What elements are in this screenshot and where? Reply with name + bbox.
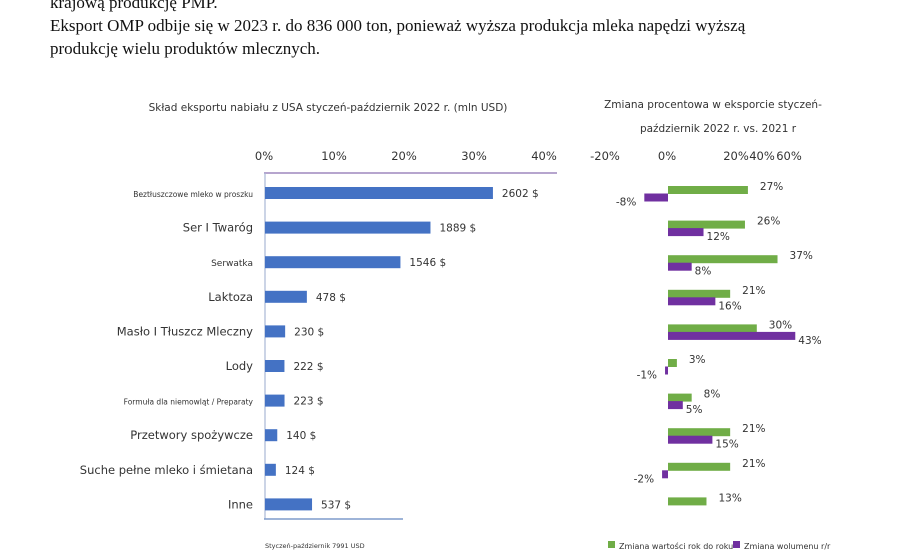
- bar: [265, 498, 313, 511]
- x-tick-label: 0%: [255, 149, 273, 163]
- data-label: 230 $: [294, 326, 324, 338]
- value-bar: [668, 497, 707, 506]
- x-tick-label: 60%: [776, 149, 802, 163]
- data-label: 15%: [715, 439, 738, 451]
- data-label: 37%: [790, 250, 813, 262]
- volume-bar: [668, 262, 692, 271]
- x-tick-label: 20%: [391, 149, 417, 163]
- data-label: 8%: [704, 389, 721, 401]
- bar: [265, 429, 278, 442]
- category-label: Przetwory spożywcze: [130, 428, 253, 442]
- bar: [265, 394, 285, 407]
- bar: [265, 290, 307, 303]
- value-bar: [668, 393, 692, 402]
- data-label: -1%: [637, 370, 657, 382]
- value-bar: [668, 220, 745, 229]
- data-label: 223 $: [294, 396, 324, 408]
- data-label: -2%: [634, 473, 654, 485]
- document-text: krajową produkcję PMP. Eksport OMP odbij…: [50, 0, 745, 60]
- legend-swatch: [733, 541, 740, 548]
- volume-bar: [668, 228, 704, 237]
- data-label: 12%: [707, 231, 730, 243]
- legend-label: Zmiana wartości rok do roku: [619, 541, 733, 550]
- chart-title: Skład eksportu nabiału z USA styczeń-paź…: [149, 102, 508, 114]
- value-bar: [668, 462, 731, 471]
- category-label: Laktoza: [208, 290, 253, 304]
- data-label: 5%: [686, 404, 703, 416]
- chart-title: październik 2022 r. vs. 2021 r: [640, 123, 797, 135]
- legend-swatch: [608, 541, 615, 548]
- data-label: 8%: [695, 266, 712, 278]
- x-tick-label: -20%: [590, 149, 620, 163]
- bar: [265, 221, 431, 234]
- bar: [265, 325, 286, 338]
- volume-bar: [644, 193, 668, 202]
- category-label: Formuła dla niemowląt / Preparaty: [124, 398, 254, 407]
- data-label: 1889 $: [439, 223, 476, 235]
- volume-bar: [668, 401, 683, 410]
- data-label: 27%: [760, 181, 783, 193]
- text-line: produkcję wielu produktów mlecznych.: [50, 39, 321, 58]
- value-bar: [668, 428, 731, 437]
- category-label: Suche pełne mleko i śmietana: [80, 463, 253, 477]
- category-label: Masło I Tłuszcz Mleczny: [117, 324, 253, 338]
- bar: [265, 463, 276, 476]
- category-label: Serwatka: [211, 259, 253, 269]
- value-bar: [668, 289, 731, 298]
- data-label: 3%: [689, 354, 706, 366]
- data-label: 140 $: [286, 430, 316, 442]
- value-bar: [668, 359, 677, 367]
- volume-bar: [662, 470, 668, 479]
- x-tick-label: 30%: [461, 149, 487, 163]
- data-label: 478 $: [316, 292, 346, 304]
- x-tick-label: 40%: [531, 149, 557, 163]
- bar: [265, 256, 401, 269]
- text-line: krajową produkcję PMP.: [50, 0, 218, 12]
- data-label: 124 $: [285, 465, 315, 477]
- volume-bar: [668, 435, 713, 444]
- category-label: Lody: [226, 359, 254, 373]
- data-label: 13%: [718, 492, 741, 504]
- data-label: -8%: [616, 197, 636, 209]
- footnote: Styczeń-październik 7991 USD: [265, 542, 365, 550]
- volume-bar: [668, 331, 796, 340]
- legend-label: Zmiana wolumenu r/r: [744, 542, 831, 550]
- data-label: 2602 $: [502, 188, 539, 200]
- bar: [265, 360, 285, 372]
- x-tick-label: 20%: [723, 149, 749, 163]
- value-bar: [668, 255, 778, 264]
- x-tick-label: 0%: [658, 149, 676, 163]
- text-line: Eksport OMP odbije się w 2023 r. do 836 …: [50, 16, 746, 35]
- volume-bar: [665, 366, 668, 375]
- volume-bar: [668, 297, 716, 306]
- value-bar: [668, 324, 757, 333]
- data-label: 21%: [742, 458, 765, 470]
- data-label: 30%: [769, 319, 792, 331]
- data-label: 21%: [742, 423, 765, 435]
- category-label: Beztłuszczowe mleko w proszku: [133, 190, 253, 199]
- x-tick-label: 40%: [749, 149, 775, 163]
- data-label: 26%: [757, 216, 780, 228]
- data-label: 1546 $: [409, 257, 446, 269]
- data-label: 21%: [742, 285, 765, 297]
- data-label: 43%: [798, 335, 821, 347]
- bar: [265, 187, 493, 199]
- data-label: 16%: [718, 300, 741, 312]
- x-tick-label: 10%: [321, 149, 347, 163]
- chart-title: Zmiana procentowa w eksporcie styczeń-: [604, 99, 822, 111]
- data-label: 222 $: [293, 361, 323, 373]
- value-bar: [668, 186, 748, 194]
- data-label: 537 $: [321, 499, 351, 511]
- category-label: Ser I Twaróg: [183, 221, 253, 235]
- category-label: Inne: [228, 497, 253, 511]
